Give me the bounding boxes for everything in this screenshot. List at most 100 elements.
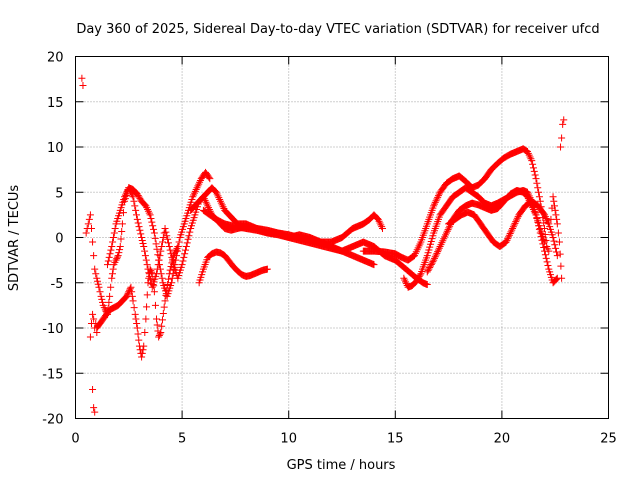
data-point [146, 265, 154, 273]
data-point [415, 273, 423, 281]
data-point [90, 252, 98, 260]
data-point [95, 283, 103, 291]
data-point [531, 171, 539, 179]
data-point [139, 240, 147, 248]
data-point [118, 227, 126, 235]
data-point [523, 148, 531, 156]
data-point [430, 202, 438, 210]
data-point [503, 236, 511, 244]
data-point [184, 235, 192, 243]
data-point [549, 234, 557, 241]
data-point [502, 238, 510, 246]
data-point [155, 256, 163, 264]
y-tick-label: 10 [47, 141, 64, 156]
data-point [144, 207, 152, 215]
data-point [505, 233, 513, 241]
data-point [550, 237, 558, 245]
data-point [544, 262, 552, 270]
data-point [430, 254, 438, 262]
data-point [505, 231, 513, 239]
data-point [109, 238, 117, 246]
data-point [216, 197, 224, 205]
data-point [89, 238, 97, 246]
data-point [107, 246, 115, 254]
data-point [141, 247, 149, 255]
data-point [98, 295, 106, 303]
data-point [175, 238, 183, 246]
data-point [157, 270, 165, 278]
data-point [435, 244, 443, 252]
data-point [115, 249, 123, 257]
data-point [554, 229, 562, 237]
data-point [118, 220, 126, 228]
data-point [529, 164, 537, 172]
data-point [141, 329, 149, 337]
data-point [79, 81, 87, 89]
data-point [558, 274, 566, 282]
data-point [138, 353, 146, 361]
data-point [129, 193, 137, 201]
data-point [195, 180, 203, 188]
data-point [106, 292, 114, 300]
data-point [121, 193, 129, 201]
data-point [167, 279, 175, 287]
data-point [117, 235, 125, 243]
data-point [154, 251, 162, 259]
data-point [161, 224, 169, 232]
data-point [206, 175, 214, 183]
data-point [133, 319, 141, 327]
data-point [443, 227, 451, 235]
data-point [557, 143, 565, 151]
data-point [86, 211, 94, 219]
data-point [121, 191, 129, 199]
data-point [122, 189, 130, 197]
data-point [143, 303, 151, 311]
data-point [166, 246, 174, 254]
data-point [131, 202, 139, 210]
data-point [190, 191, 198, 199]
data-point [82, 229, 90, 237]
series-track-7 [195, 248, 271, 287]
data-point [375, 217, 383, 225]
data-point [203, 200, 211, 208]
data-point [416, 271, 424, 279]
data-point [105, 253, 113, 261]
data-point [180, 253, 188, 261]
data-point [128, 288, 136, 296]
data-point [113, 255, 121, 263]
data-point [142, 202, 150, 210]
data-point [138, 237, 146, 245]
data-point [526, 153, 534, 161]
data-point [150, 225, 158, 233]
data-point [425, 265, 433, 273]
data-point [373, 214, 381, 222]
data-point [150, 288, 158, 296]
data-point [78, 74, 86, 82]
data-point [524, 149, 532, 157]
series-track-13 [445, 197, 561, 260]
data-point [116, 243, 124, 251]
data-point [529, 160, 537, 168]
data-point [153, 315, 161, 323]
data-point [434, 248, 442, 256]
data-point [89, 310, 97, 318]
data-point [136, 226, 144, 234]
data-point [104, 257, 112, 265]
data-point [556, 250, 564, 258]
data-point [137, 230, 145, 238]
data-point [150, 229, 158, 237]
data-point [205, 173, 213, 181]
data-point [523, 193, 531, 201]
data-point [508, 226, 516, 234]
data-point [158, 243, 166, 251]
data-point [205, 204, 213, 212]
data-point [553, 252, 561, 260]
series-track-15 [557, 116, 568, 151]
data-point [133, 324, 141, 332]
data-point [170, 265, 178, 273]
data-point [374, 215, 382, 223]
data-point [551, 241, 559, 249]
data-point [178, 261, 186, 269]
data-point [427, 261, 435, 269]
